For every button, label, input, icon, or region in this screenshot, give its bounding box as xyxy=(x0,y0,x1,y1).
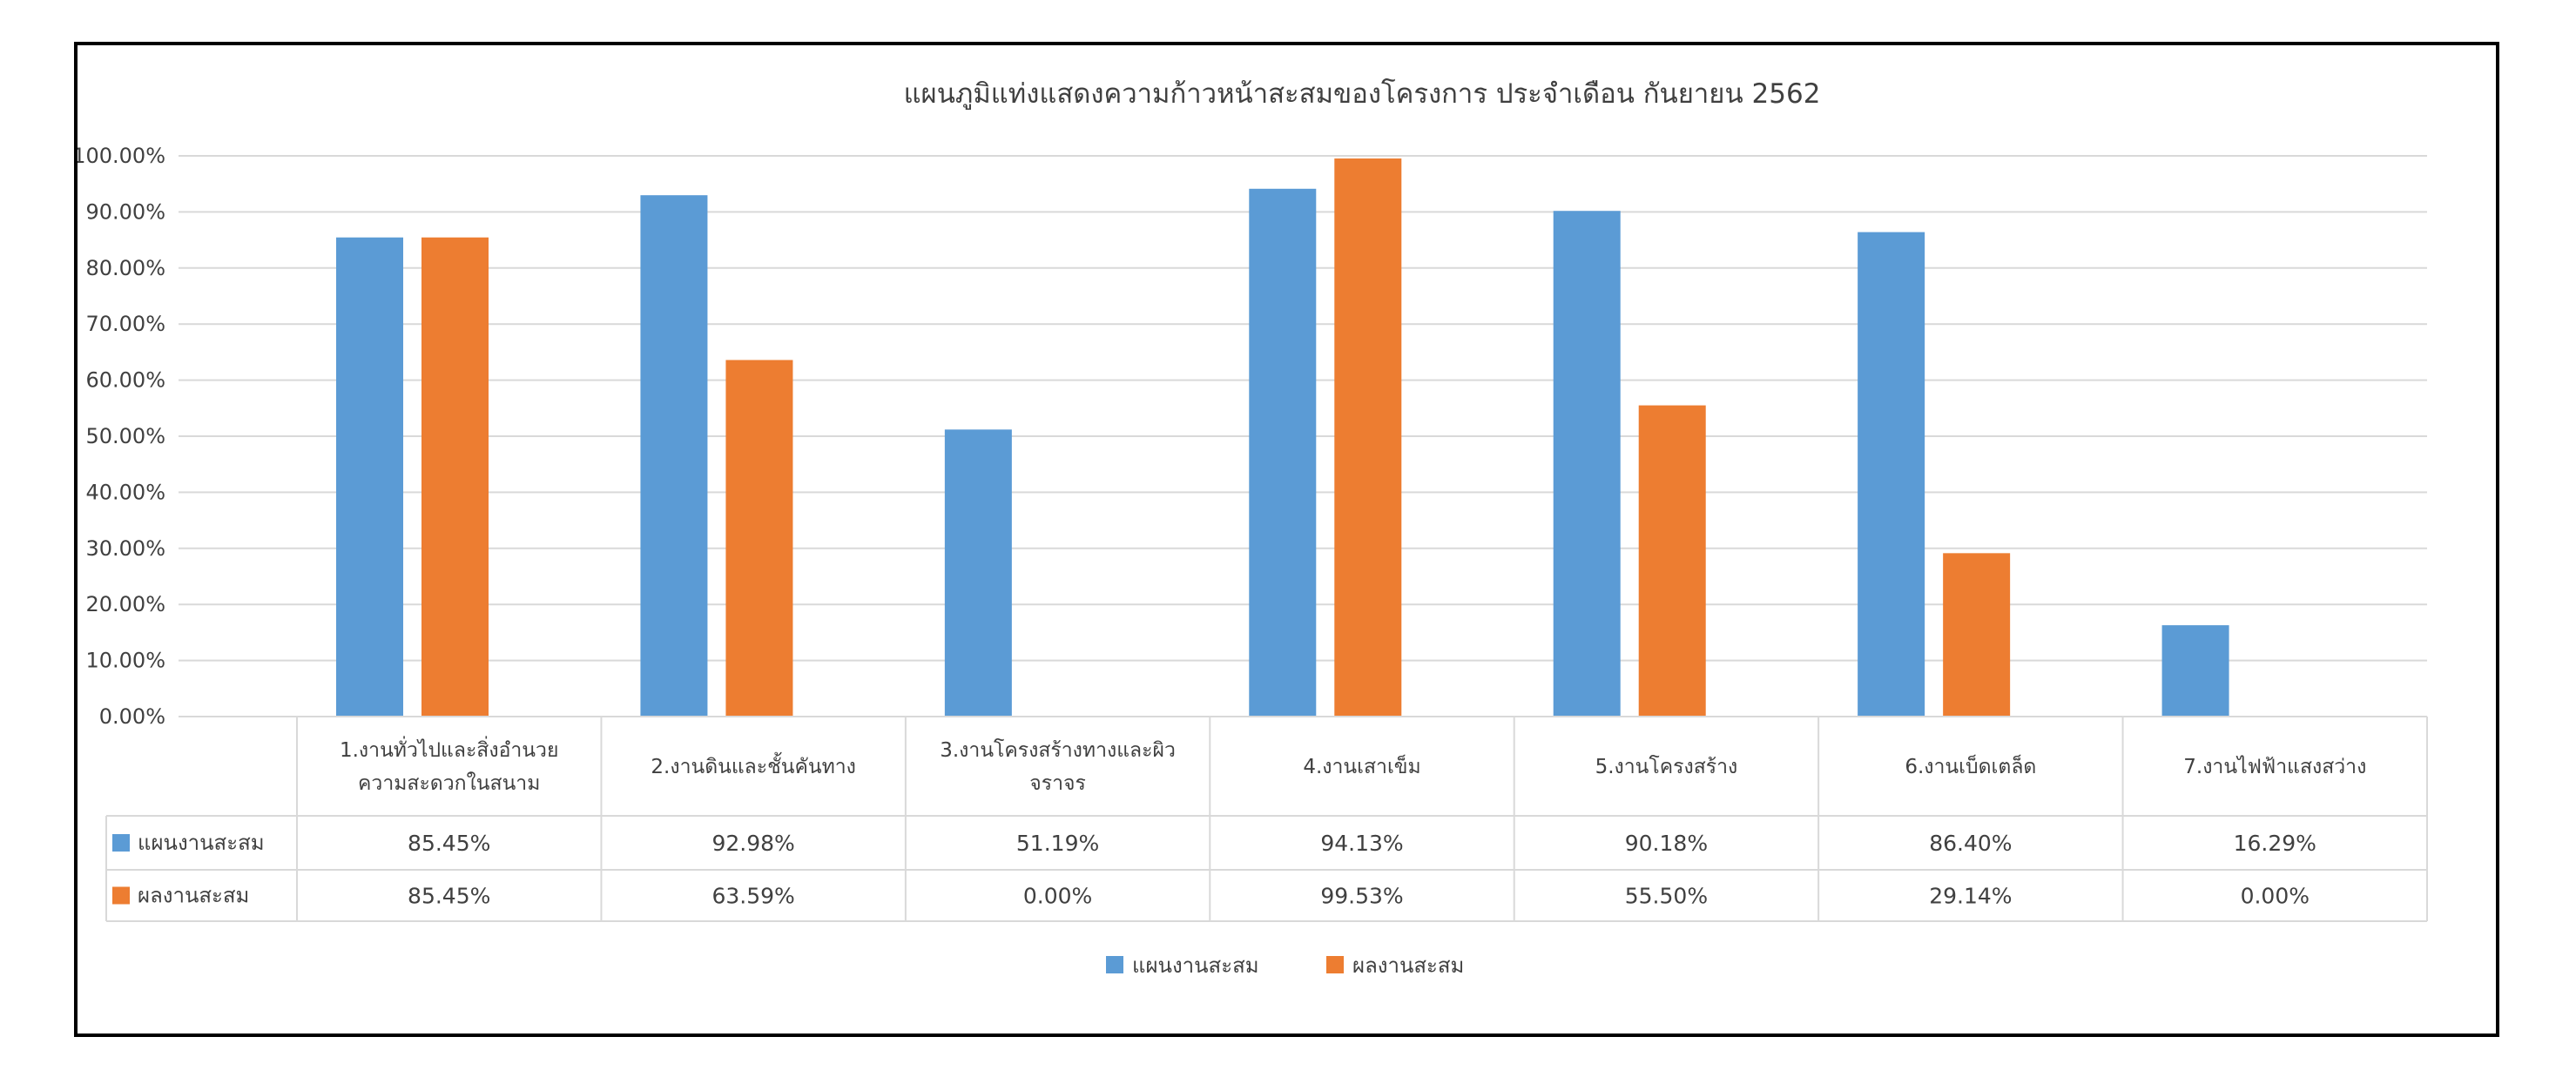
chart-frame: แผนภูมิแท่งแสดงความก้าวหน้าสะสมของโครงกา… xyxy=(74,42,2499,1037)
bar-plan xyxy=(944,429,1012,717)
table-series-label: แผนงานสะสม xyxy=(138,831,265,855)
y-tick-label: 90.00% xyxy=(85,199,165,224)
bar-plan xyxy=(1858,232,1925,717)
legend-swatch-plan xyxy=(1106,956,1123,973)
y-tick-label: 30.00% xyxy=(85,536,165,561)
category-label: 1.งานทั่วไปและสิ่งอำนวย xyxy=(340,736,558,762)
y-tick-label: 70.00% xyxy=(85,312,165,336)
data-label: 85.45% xyxy=(408,884,490,909)
y-tick-label: 80.00% xyxy=(85,256,165,280)
bar-plan xyxy=(336,237,403,717)
data-label: 0.00% xyxy=(1023,884,1092,909)
table-series-label: ผลงานสะสม xyxy=(138,884,249,908)
bar-plan xyxy=(2161,625,2229,717)
category-label: 3.งานโครงสร้างทางและผิว xyxy=(940,738,1176,762)
data-label: 51.19% xyxy=(1016,831,1099,856)
data-label: 92.98% xyxy=(711,831,794,856)
chart-svg: แผนภูมิแท่งแสดงความก้าวหน้าสะสมของโครงกา… xyxy=(78,78,2428,978)
legend-label: ผลงานสะสม xyxy=(1352,953,1464,978)
category-label: 6.งานเบ็ดเตล็ด xyxy=(1905,753,2036,778)
data-label: 94.13% xyxy=(1320,831,1403,856)
category-label: 5.งานโครงสร้าง xyxy=(1595,755,1738,778)
data-label: 0.00% xyxy=(2241,884,2310,909)
bar-plan xyxy=(640,195,708,717)
bar-actual xyxy=(1334,158,1402,717)
bar-actual xyxy=(725,360,793,717)
category-label: 4.งานเสาเข็ม xyxy=(1303,753,1420,778)
y-tick-label: 60.00% xyxy=(85,368,165,393)
data-label: 29.14% xyxy=(1929,884,2012,909)
category-label: 7.งานไฟฟ้าแสงสว่าง xyxy=(2183,755,2366,778)
bar-plan xyxy=(1553,211,1621,717)
data-label: 99.53% xyxy=(1320,884,1403,909)
y-tick-label: 0.00% xyxy=(99,704,165,729)
data-label: 86.40% xyxy=(1929,831,2012,856)
y-tick-label: 10.00% xyxy=(85,649,165,673)
data-label: 16.29% xyxy=(2234,831,2316,856)
category-label: จราจร xyxy=(1029,772,1086,795)
category-label: 2.งานดินและชั้นคันทาง xyxy=(651,752,856,778)
bar-actual xyxy=(1943,553,2011,717)
data-label: 85.45% xyxy=(408,831,490,856)
chart-title: แผนภูมิแท่งแสดงความก้าวหน้าสะสมของโครงกา… xyxy=(904,78,1821,110)
legend-swatch-actual xyxy=(1326,956,1344,973)
data-label: 90.18% xyxy=(1625,831,1708,856)
y-tick-label: 20.00% xyxy=(85,592,165,616)
table-legend-swatch-actual xyxy=(112,886,130,905)
legend-label: แผนงานสะสม xyxy=(1132,953,1259,978)
category-label: ความสะดวกในสนาม xyxy=(358,771,540,795)
y-tick-label: 100.00% xyxy=(78,144,165,168)
bar-actual xyxy=(421,237,489,717)
data-label: 55.50% xyxy=(1625,884,1708,909)
data-label: 63.59% xyxy=(711,884,794,909)
bar-actual xyxy=(1638,405,1706,717)
bar-plan xyxy=(1249,188,1317,717)
y-tick-label: 50.00% xyxy=(85,424,165,448)
table-legend-swatch-plan xyxy=(112,834,130,852)
y-tick-label: 40.00% xyxy=(85,480,165,504)
